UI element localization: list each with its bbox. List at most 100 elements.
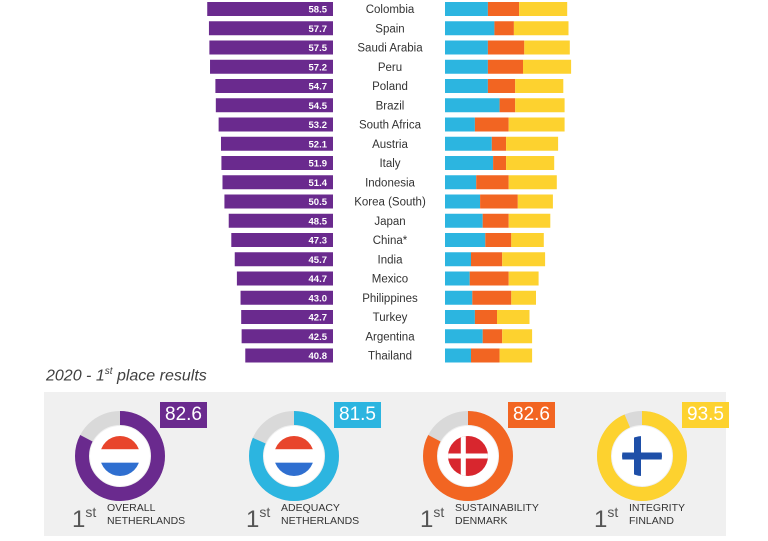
overall-value-label: 40.8	[309, 351, 328, 362]
integrity-category-label: INTEGRITY	[629, 502, 686, 514]
overall-bar	[228, 213, 333, 228]
overall-bar	[236, 271, 333, 286]
overall-bar	[208, 21, 333, 36]
component-bar-segment	[445, 40, 488, 55]
component-bar-segment	[485, 233, 512, 247]
component-bar-segment	[480, 194, 518, 209]
sustainability-category-label: SUSTAINABILITY	[455, 502, 539, 514]
country-label: Poland	[372, 81, 408, 93]
country-label: Colombia	[366, 4, 415, 16]
component-bar-segment	[445, 213, 483, 228]
country-label: India	[378, 254, 404, 266]
country-label: Peru	[378, 62, 402, 74]
component-bar-segment	[445, 156, 494, 170]
component-bar-segment	[511, 233, 544, 247]
component-bar-segment	[469, 271, 509, 286]
section-title: 2020 - 1st place results	[46, 366, 207, 385]
overall-value-label: 51.4	[309, 178, 328, 189]
gauge-fill	[249, 411, 339, 501]
component-bar-segment	[445, 310, 475, 324]
component-bar-segment	[482, 329, 503, 344]
component-bar-segment	[471, 348, 500, 363]
country-label: Spain	[375, 23, 404, 35]
component-bar-segment	[445, 329, 483, 344]
component-bar-segment	[472, 290, 512, 305]
adequacy-place: 1st	[246, 504, 271, 533]
component-bar-segment	[517, 194, 553, 209]
overall-bar	[231, 233, 333, 247]
overall-value-label: 52.1	[309, 139, 328, 150]
overall-country-label: NETHERLANDS	[107, 515, 186, 527]
component-bar-segment	[445, 233, 486, 247]
country-label: Mexico	[372, 274, 408, 286]
country-label: Brazil	[376, 100, 405, 112]
component-bar-segment	[445, 79, 488, 93]
country-bar-chart: 58.5 Colombia 57.7 Spain 57.5 Saudi Arabia 57.…	[207, 2, 572, 363]
sustainability-country-label: DENMARK	[455, 515, 508, 527]
sustainability-place-text: SUSTAINABILITY DENMARK	[455, 502, 539, 528]
overall-value-label: 57.5	[309, 43, 328, 54]
component-bar-segment	[445, 2, 488, 16]
component-bar-segment	[445, 271, 470, 286]
component-bar-segment	[445, 136, 492, 151]
component-bar-segment	[494, 21, 514, 36]
overall-value-label: 44.7	[309, 274, 328, 285]
overall-bar	[221, 156, 333, 170]
adequacy-place-text: ADEQUACY NETHERLANDS	[281, 502, 359, 528]
component-bar-segment	[499, 98, 516, 113]
component-bar-segment	[513, 21, 569, 36]
country-label: Thailand	[368, 351, 412, 363]
overall-value-label: 54.7	[309, 82, 328, 93]
netherlands-flag-icon	[100, 436, 140, 476]
overall-bar	[224, 194, 333, 209]
component-bar-segment	[515, 98, 565, 113]
overall-card: 82.6 1st OVERALL NETHERLANDS	[52, 392, 222, 536]
overall-category-label: OVERALL	[107, 502, 156, 514]
overall-value-label: 45.7	[309, 255, 328, 266]
overall-value-label: 54.5	[309, 101, 328, 112]
adequacy-card: 81.5 1st ADEQUACY NETHERLANDS	[226, 392, 396, 536]
component-bar-segment	[511, 290, 536, 305]
sustainability-score-badge: 82.6	[508, 402, 555, 428]
integrity-country-label: FINLAND	[629, 515, 674, 527]
component-bar-segment	[508, 213, 551, 228]
overall-value-label: 42.7	[309, 313, 328, 324]
country-label: Korea (South)	[354, 197, 426, 209]
overall-bar	[245, 348, 333, 363]
overall-bar	[241, 329, 333, 344]
component-bar-segment	[519, 2, 568, 16]
component-bar-segment	[502, 252, 546, 267]
gauge-fill	[75, 411, 165, 501]
component-bar-segment	[524, 40, 570, 55]
country-label: Austria	[372, 139, 408, 151]
country-label: Italy	[379, 158, 400, 170]
integrity-ring-gauge	[597, 411, 687, 501]
component-bar-segment	[476, 175, 509, 190]
overall-bar	[241, 310, 333, 324]
overall-value-label: 57.2	[309, 62, 328, 73]
overall-value-label: 51.9	[309, 159, 328, 170]
gauge-fill	[423, 411, 513, 501]
component-bar-segment	[487, 40, 525, 55]
integrity-place: 1st	[594, 504, 619, 533]
sustainability-card: 82.6 1st SUSTAINABILITY DENMARK	[400, 392, 570, 536]
overall-bar	[210, 59, 333, 74]
country-label: Turkey	[373, 312, 408, 324]
component-bar-segment	[474, 310, 497, 324]
country-label: Argentina	[365, 331, 415, 343]
overall-bar	[220, 136, 333, 151]
overall-value-label: 48.5	[309, 216, 328, 227]
country-label: South Africa	[359, 120, 422, 132]
netherlands-flag-icon	[274, 436, 314, 476]
component-bar-segment	[506, 136, 559, 151]
country-label: Indonesia	[365, 177, 415, 189]
component-bar-segment	[506, 156, 555, 170]
component-bar-segment	[508, 175, 557, 190]
adequacy-country-label: NETHERLANDS	[281, 515, 360, 527]
component-bar-segment	[445, 252, 471, 267]
sustainability-ring-gauge	[423, 411, 513, 501]
overall-bar	[207, 2, 333, 16]
adequacy-score-badge: 81.5	[334, 402, 381, 428]
overall-place-text: OVERALL NETHERLANDS	[107, 502, 185, 528]
overall-bar	[234, 252, 333, 267]
